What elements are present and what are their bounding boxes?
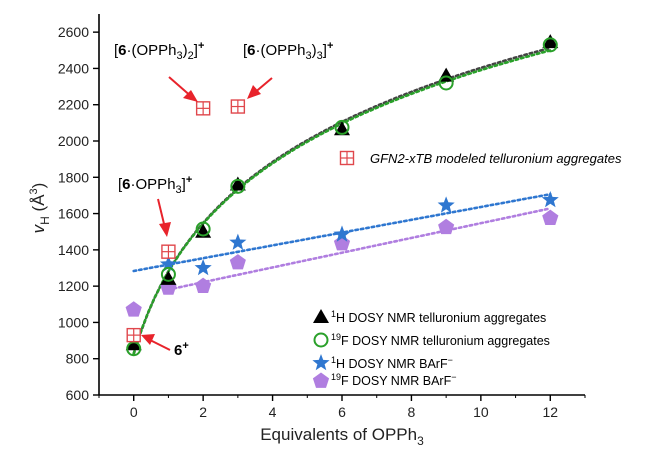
x-tick-label: 12 bbox=[542, 404, 558, 420]
y-tick-label: 2600 bbox=[58, 24, 89, 40]
y-axis-title: vH (Å3) bbox=[28, 183, 52, 234]
data-point-pentagon bbox=[229, 254, 246, 270]
y-tick-label: 1400 bbox=[58, 242, 89, 258]
arrow-head-3-eq bbox=[247, 85, 261, 99]
legend: 1H DOSY NMR telluronium aggregates 19F D… bbox=[312, 150, 622, 388]
fit-h-telluronium bbox=[132, 46, 552, 356]
legend-label-h-telluronium: 1H DOSY NMR telluronium aggregates bbox=[331, 309, 546, 325]
arrow-head-1-eq bbox=[159, 222, 171, 237]
fit-f-barf bbox=[167, 207, 552, 291]
y-tick-label: 600 bbox=[66, 387, 90, 403]
y-tick-label: 1600 bbox=[58, 206, 89, 222]
annotation-6-opph3-2: [6·(OPPh3)2]+ bbox=[114, 40, 204, 62]
data-point-star bbox=[333, 225, 351, 242]
legend-marker-triangle bbox=[313, 309, 329, 323]
data-point-square-plus bbox=[126, 327, 141, 343]
arrow-head-0-eq bbox=[141, 334, 155, 345]
y-tick-label: 1000 bbox=[58, 314, 89, 330]
y-tick-label: 800 bbox=[66, 351, 90, 367]
data-point-circle-open bbox=[230, 178, 246, 194]
x-tick-label: 10 bbox=[473, 404, 489, 420]
x-tick-label: 4 bbox=[269, 404, 277, 420]
x-tick-label: 0 bbox=[130, 404, 138, 420]
data-point-star bbox=[437, 196, 455, 213]
annotation-6-opph3-3: [6·(OPPh3)3]+ bbox=[243, 40, 333, 62]
data-point-square-plus bbox=[161, 244, 176, 259]
y-tick-label: 2000 bbox=[58, 133, 89, 149]
y-tick-label: 1800 bbox=[58, 169, 89, 185]
data-point-pentagon bbox=[438, 218, 455, 235]
y-tick-label: 2200 bbox=[58, 97, 89, 113]
y-tick-label: 2400 bbox=[58, 60, 89, 76]
legend-marker-star bbox=[312, 354, 330, 371]
data-point-star bbox=[159, 255, 177, 272]
data-point-pentagon bbox=[195, 277, 212, 293]
data-point-pentagon bbox=[542, 209, 559, 225]
arrow-to-1-eq bbox=[157, 198, 166, 229]
data-point-square-plus bbox=[230, 99, 246, 114]
legend-label-f-telluronium: 19F DOSY NMR telluronium aggregates bbox=[331, 332, 550, 348]
trend-lines bbox=[132, 46, 552, 356]
data-point-circle-open bbox=[542, 37, 558, 53]
annotation-arrows bbox=[141, 76, 273, 351]
y-ticks: 600 800 1000 1200 1400 1600 1800 2000 2200 2400 26… bbox=[58, 24, 99, 403]
arrow-head-2-eq bbox=[183, 90, 198, 102]
y-tick-label: 1200 bbox=[58, 278, 89, 294]
data-point-circle-open bbox=[160, 266, 176, 282]
legend-label-gfn2: GFN2-xTB modeled telluronium aggregates bbox=[370, 151, 622, 166]
data-point-circle-open bbox=[195, 221, 211, 237]
data-markers bbox=[125, 34, 559, 357]
data-point-pentagon bbox=[125, 301, 142, 317]
arrow-to-0-eq bbox=[149, 339, 171, 351]
x-tick-label: 8 bbox=[408, 404, 416, 420]
annotation-6-plus: 6+ bbox=[174, 340, 189, 359]
legend-label-f-barf: 19F DOSY NMR BArF− bbox=[331, 372, 456, 388]
data-point-star bbox=[194, 259, 212, 276]
annotation-6-opph3: [6·OPPh3]+ bbox=[118, 174, 192, 196]
data-point-triangle bbox=[229, 176, 246, 191]
legend-marker-circle bbox=[313, 332, 329, 348]
data-point-circle-open bbox=[334, 119, 350, 135]
fit-f-telluronium bbox=[132, 49, 552, 355]
data-point-star bbox=[541, 191, 559, 208]
data-point-square-plus bbox=[195, 101, 211, 116]
legend-label-h-barf: 1H DOSY NMR BArF− bbox=[331, 355, 453, 371]
x-tick-label: 2 bbox=[199, 404, 207, 420]
legend-marker-pentagon bbox=[312, 372, 330, 388]
data-point-triangle bbox=[160, 270, 177, 285]
data-point-circle-open bbox=[438, 75, 454, 91]
x-ticks: 0 2 4 6 8 10 12 bbox=[98, 395, 586, 420]
x-tick-label: 6 bbox=[338, 404, 346, 420]
data-point-star bbox=[229, 233, 247, 250]
x-axis-title: Equivalents of OPPh3 bbox=[260, 425, 424, 448]
data-point-triangle bbox=[542, 34, 559, 49]
legend-marker-square-plus bbox=[339, 150, 355, 166]
